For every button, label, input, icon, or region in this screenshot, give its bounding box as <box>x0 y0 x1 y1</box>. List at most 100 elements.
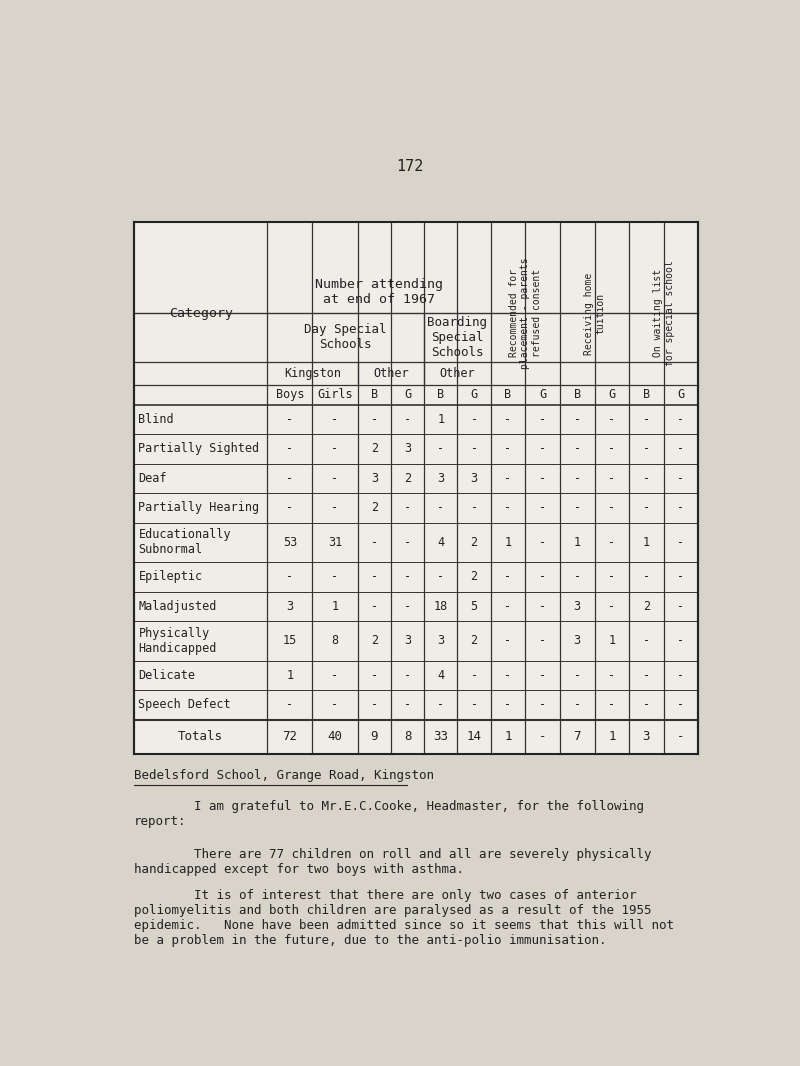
Text: -: - <box>331 501 338 515</box>
Text: -: - <box>539 698 546 711</box>
Text: 3: 3 <box>404 442 411 455</box>
Text: -: - <box>404 600 411 613</box>
Text: -: - <box>608 570 615 583</box>
Text: -: - <box>470 668 478 682</box>
Text: -: - <box>331 668 338 682</box>
Text: -: - <box>539 536 546 549</box>
Text: -: - <box>539 413 546 425</box>
Text: -: - <box>574 472 581 485</box>
Text: Blind: Blind <box>138 413 174 425</box>
Text: -: - <box>370 698 378 711</box>
Text: 18: 18 <box>434 600 448 613</box>
Text: 53: 53 <box>282 536 297 549</box>
Text: -: - <box>331 442 338 455</box>
Text: -: - <box>438 501 444 515</box>
Text: -: - <box>470 698 478 711</box>
Text: G: G <box>608 388 615 401</box>
Text: 2: 2 <box>370 501 378 515</box>
Text: -: - <box>505 668 511 682</box>
Text: -: - <box>574 668 581 682</box>
Text: 4: 4 <box>438 536 444 549</box>
Text: -: - <box>678 698 685 711</box>
Text: 1: 1 <box>504 730 512 743</box>
Text: B: B <box>370 388 378 401</box>
Text: Bedelsford School, Grange Road, Kingston: Bedelsford School, Grange Road, Kingston <box>134 769 434 782</box>
Text: -: - <box>539 730 546 743</box>
Text: 9: 9 <box>370 730 378 743</box>
Text: -: - <box>574 570 581 583</box>
Text: Recommended for
placement - parents
refused consent: Recommended for placement - parents refu… <box>509 258 542 369</box>
Text: -: - <box>505 442 511 455</box>
Text: -: - <box>470 442 478 455</box>
Text: -: - <box>370 536 378 549</box>
Text: Partially Hearing: Partially Hearing <box>138 501 259 515</box>
Text: I am grateful to Mr.E.C.Cooke, Headmaster, for the following
report:: I am grateful to Mr.E.C.Cooke, Headmaste… <box>134 801 644 828</box>
Text: -: - <box>643 668 650 682</box>
Text: -: - <box>539 600 546 613</box>
Text: -: - <box>286 472 294 485</box>
Text: -: - <box>404 501 411 515</box>
Text: -: - <box>678 600 685 613</box>
Text: 3: 3 <box>404 634 411 647</box>
Text: -: - <box>331 413 338 425</box>
Text: 2: 2 <box>643 600 650 613</box>
Text: -: - <box>286 413 294 425</box>
Text: B: B <box>574 388 581 401</box>
Text: 72: 72 <box>282 730 298 743</box>
Text: Other: Other <box>440 367 475 379</box>
Text: 14: 14 <box>466 730 482 743</box>
Text: -: - <box>505 600 511 613</box>
Text: G: G <box>678 388 685 401</box>
Text: -: - <box>539 472 546 485</box>
Text: -: - <box>370 600 378 613</box>
Text: -: - <box>643 442 650 455</box>
Text: -: - <box>404 536 411 549</box>
Text: -: - <box>643 472 650 485</box>
Text: -: - <box>678 472 685 485</box>
Text: Deaf: Deaf <box>138 472 167 485</box>
Text: -: - <box>331 472 338 485</box>
Text: -: - <box>404 413 411 425</box>
Text: -: - <box>505 698 511 711</box>
Text: G: G <box>470 388 478 401</box>
Text: -: - <box>678 413 685 425</box>
Text: -: - <box>643 698 650 711</box>
Text: -: - <box>678 442 685 455</box>
Text: -: - <box>539 442 546 455</box>
Text: 172: 172 <box>396 159 424 174</box>
Text: B: B <box>438 388 444 401</box>
Text: 3: 3 <box>642 730 650 743</box>
Text: -: - <box>286 570 294 583</box>
Bar <box>134 223 698 755</box>
Text: -: - <box>608 501 615 515</box>
Text: -: - <box>286 698 294 711</box>
Text: 1: 1 <box>574 536 581 549</box>
Text: 1: 1 <box>643 536 650 549</box>
Text: B: B <box>643 388 650 401</box>
Text: -: - <box>678 536 685 549</box>
Text: Delicate: Delicate <box>138 668 195 682</box>
Text: -: - <box>286 442 294 455</box>
Text: -: - <box>678 668 685 682</box>
Text: -: - <box>608 442 615 455</box>
Text: Epileptic: Epileptic <box>138 570 202 583</box>
Text: 1: 1 <box>331 600 338 613</box>
Text: -: - <box>574 413 581 425</box>
Text: 8: 8 <box>404 730 411 743</box>
Text: Partially Sighted: Partially Sighted <box>138 442 259 455</box>
Text: 3: 3 <box>438 472 444 485</box>
Text: 5: 5 <box>470 600 478 613</box>
Text: 7: 7 <box>574 730 581 743</box>
Text: -: - <box>505 570 511 583</box>
Text: Other: Other <box>373 367 409 379</box>
Text: -: - <box>608 698 615 711</box>
Text: 8: 8 <box>331 634 338 647</box>
Text: Physically
Handicapped: Physically Handicapped <box>138 627 217 655</box>
Text: -: - <box>505 634 511 647</box>
Text: -: - <box>370 668 378 682</box>
Text: -: - <box>438 698 444 711</box>
Text: 3: 3 <box>370 472 378 485</box>
Text: 31: 31 <box>328 536 342 549</box>
Text: Day Special
Schools: Day Special Schools <box>305 323 387 351</box>
Text: G: G <box>404 388 411 401</box>
